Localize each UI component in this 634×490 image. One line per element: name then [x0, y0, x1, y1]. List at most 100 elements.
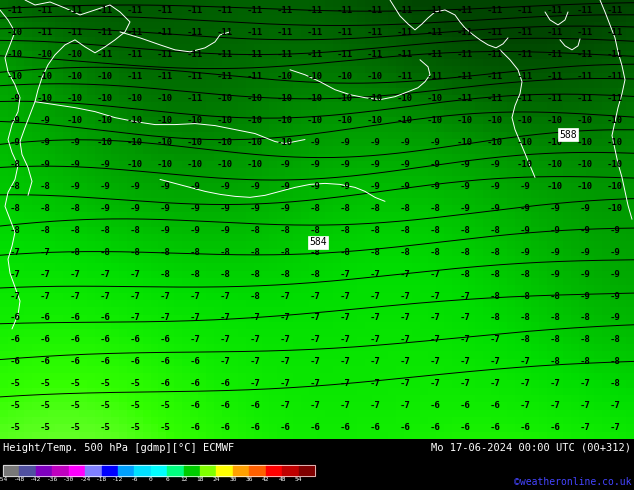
Text: -6: -6: [370, 423, 380, 432]
Text: -9: -9: [550, 247, 560, 257]
Text: -9: -9: [10, 116, 20, 125]
Text: -8: -8: [39, 226, 50, 235]
Text: -7: -7: [579, 379, 590, 388]
Text: -9: -9: [399, 160, 410, 169]
Text: -7: -7: [430, 292, 441, 300]
Text: -10: -10: [517, 160, 533, 169]
Text: -7: -7: [160, 314, 171, 322]
Text: -7: -7: [280, 314, 290, 322]
Text: -11: -11: [547, 50, 563, 59]
Text: -9: -9: [370, 160, 380, 169]
Text: -6: -6: [340, 423, 351, 432]
Text: -10: -10: [277, 116, 293, 125]
Text: -7: -7: [100, 270, 110, 279]
Text: -9: -9: [129, 182, 140, 191]
Bar: [167, 466, 184, 476]
Text: -11: -11: [427, 6, 443, 16]
Text: -10: -10: [607, 160, 623, 169]
Text: -6: -6: [309, 423, 320, 432]
Text: -10: -10: [457, 116, 473, 125]
Text: -11: -11: [577, 6, 593, 16]
Text: -8: -8: [280, 226, 290, 235]
Text: -11: -11: [307, 6, 323, 16]
Text: -10: -10: [337, 94, 353, 103]
Text: 54: 54: [295, 477, 302, 482]
Text: -9: -9: [39, 138, 50, 147]
Text: -9: -9: [250, 204, 261, 213]
Text: -7: -7: [399, 314, 410, 322]
Text: -10: -10: [127, 138, 143, 147]
Text: -11: -11: [217, 72, 233, 81]
Text: -7: -7: [430, 335, 441, 344]
Text: -7: -7: [309, 314, 320, 322]
Bar: [249, 466, 266, 476]
Text: -11: -11: [487, 28, 503, 37]
Text: -11: -11: [517, 28, 533, 37]
Text: -8: -8: [579, 335, 590, 344]
Text: -7: -7: [520, 401, 531, 410]
Text: -8: -8: [129, 247, 140, 257]
Text: -11: -11: [157, 50, 173, 59]
Text: -6: -6: [190, 401, 200, 410]
Text: -6: -6: [160, 357, 171, 367]
Text: -11: -11: [427, 50, 443, 59]
Text: -7: -7: [340, 357, 351, 367]
Text: -11: -11: [547, 72, 563, 81]
Text: -7: -7: [430, 270, 441, 279]
Text: -9: -9: [520, 204, 531, 213]
Text: -9: -9: [219, 204, 230, 213]
Text: 36: 36: [245, 477, 253, 482]
Text: -11: -11: [277, 50, 293, 59]
Text: -6: -6: [10, 357, 20, 367]
Text: -10: -10: [67, 94, 83, 103]
Text: -11: -11: [427, 28, 443, 37]
Text: -10: -10: [487, 116, 503, 125]
Text: -36: -36: [47, 477, 58, 482]
Text: -8: -8: [520, 270, 531, 279]
Text: -8: -8: [100, 226, 110, 235]
Text: -7: -7: [280, 335, 290, 344]
Text: -11: -11: [457, 28, 473, 37]
Text: -11: -11: [547, 28, 563, 37]
Bar: [20, 466, 36, 476]
Text: -8: -8: [520, 314, 531, 322]
Text: -7: -7: [219, 335, 230, 344]
Text: -7: -7: [370, 357, 380, 367]
Text: -7: -7: [39, 247, 50, 257]
Bar: [233, 466, 249, 476]
Text: -11: -11: [337, 6, 353, 16]
Text: -6: -6: [70, 335, 81, 344]
Text: 30: 30: [229, 477, 236, 482]
Text: -11: -11: [7, 6, 23, 16]
Text: -6: -6: [460, 401, 470, 410]
Text: -5: -5: [39, 423, 50, 432]
Text: -7: -7: [250, 335, 261, 344]
Text: -11: -11: [157, 72, 173, 81]
Text: -11: -11: [487, 50, 503, 59]
Text: -11: -11: [307, 28, 323, 37]
Text: -10: -10: [37, 72, 53, 81]
Text: -7: -7: [39, 292, 50, 300]
Bar: [299, 466, 315, 476]
Text: -9: -9: [460, 182, 470, 191]
Text: -10: -10: [427, 94, 443, 103]
Text: -8: -8: [10, 226, 20, 235]
Text: -9: -9: [340, 138, 351, 147]
Text: -7: -7: [399, 292, 410, 300]
Text: -11: -11: [157, 28, 173, 37]
Text: -11: -11: [397, 6, 413, 16]
Text: -5: -5: [10, 401, 20, 410]
Text: -11: -11: [217, 50, 233, 59]
Text: 584: 584: [309, 237, 327, 247]
Text: -9: -9: [160, 226, 171, 235]
Text: -10: -10: [577, 182, 593, 191]
Text: -8: -8: [460, 226, 470, 235]
Text: -7: -7: [190, 292, 200, 300]
Text: -11: -11: [487, 72, 503, 81]
Text: -8: -8: [10, 160, 20, 169]
Text: -7: -7: [370, 401, 380, 410]
Text: -8: -8: [430, 247, 441, 257]
Text: -7: -7: [309, 401, 320, 410]
Text: -11: -11: [217, 28, 233, 37]
Text: -30: -30: [63, 477, 74, 482]
